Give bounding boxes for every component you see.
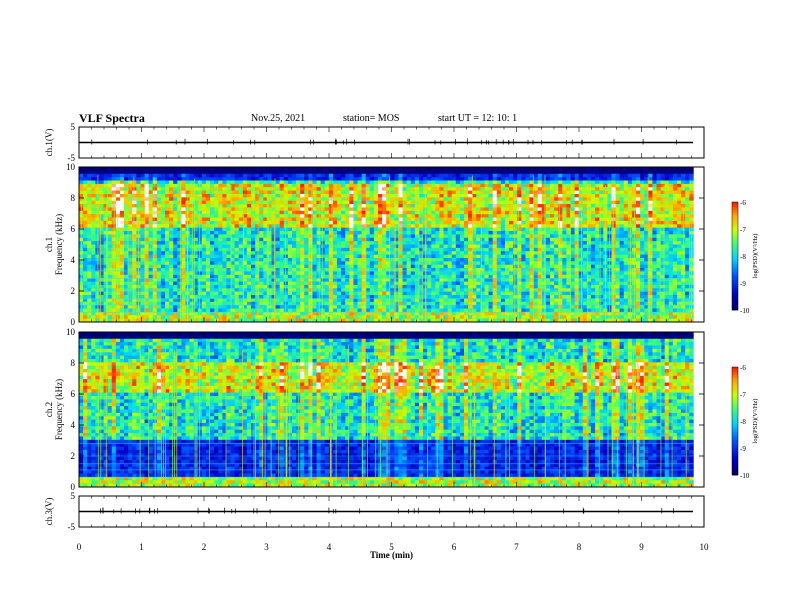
panel-1-ylabel-1: Frequency (kHz) — [54, 214, 64, 275]
xtick-2: 2 — [202, 542, 207, 552]
panel-3-ylabel-0: ch.3(V) — [44, 498, 54, 526]
xtick-4: 4 — [327, 542, 332, 552]
panel-0-ytick-0: 5 — [71, 122, 76, 132]
panel-2-ytick-3: 6 — [71, 389, 76, 399]
panel-1-ytick-3: 6 — [71, 224, 76, 234]
colorbar-1-label: log(PSD)(V²/Hz) — [752, 234, 759, 279]
colorbar-2-tick-3: -9 — [740, 445, 746, 453]
panel-2-ytick-4: 8 — [71, 358, 76, 368]
colorbar-1-tick-0: -6 — [740, 199, 746, 207]
panel-2-ytick-1: 2 — [71, 451, 76, 461]
panel-1-ytick-0: 0 — [71, 317, 76, 327]
colorbar-2 — [731, 366, 739, 476]
panel-2-ylabel-0: ch.2 — [44, 402, 54, 417]
chart-title: VLF Spectra — [79, 111, 145, 125]
colorbar-1-tick-2: -8 — [740, 253, 746, 261]
colorbar-2-tick-1: -7 — [740, 391, 746, 399]
colorbar-2-tick-4: -10 — [740, 472, 750, 480]
panel-1-ytick-2: 4 — [71, 255, 76, 265]
start-time-label: start UT = 12: 10: 1 — [438, 113, 518, 124]
xtick-10: 10 — [700, 542, 710, 552]
colorbar-2-label: log(PSD)(V²/Hz) — [752, 399, 759, 444]
xtick-8: 8 — [577, 542, 582, 552]
xtick-0: 0 — [77, 542, 82, 552]
colorbar-1-tick-1: -7 — [740, 226, 746, 234]
panel-0-ylabel-0: ch.1(V) — [44, 129, 54, 157]
panel-0-ytick-1: -5 — [68, 153, 76, 163]
xtick-7: 7 — [514, 542, 519, 552]
xtick-3: 3 — [264, 542, 269, 552]
xtick-1: 1 — [139, 542, 144, 552]
panel-3-ytick-0: 5 — [71, 491, 76, 501]
colorbar-1 — [731, 201, 739, 311]
panel-3-ytick-1: -5 — [68, 522, 76, 532]
colorbar-1-tick-4: -10 — [740, 307, 750, 315]
panel-2-ytick-0: 0 — [71, 482, 76, 492]
date-label: Nov.25, 2021 — [251, 113, 306, 124]
panel-1-ytick-5: 10 — [66, 162, 76, 172]
xtick-9: 9 — [639, 542, 644, 552]
xtick-5: 5 — [389, 542, 394, 552]
colorbar-1-tick-3: -9 — [740, 280, 746, 288]
xaxis-label: Time (min) — [370, 550, 413, 560]
panel-2-ytick-2: 4 — [71, 420, 76, 430]
panel-1-ylabel-0: ch.1 — [44, 237, 54, 252]
spectrogram-1 — [79, 167, 694, 323]
panel-2-ytick-5: 10 — [66, 327, 76, 337]
xtick-6: 6 — [452, 542, 457, 552]
panel-1-ytick-1: 2 — [71, 286, 76, 296]
colorbar-2-tick-0: -6 — [740, 364, 746, 372]
colorbar-2-tick-2: -8 — [740, 418, 746, 426]
station-label: station= MOS — [343, 113, 400, 124]
panel-2-ylabel-1: Frequency (kHz) — [54, 379, 64, 440]
spectrogram-2 — [79, 332, 694, 488]
panel-1-ytick-4: 8 — [71, 193, 76, 203]
